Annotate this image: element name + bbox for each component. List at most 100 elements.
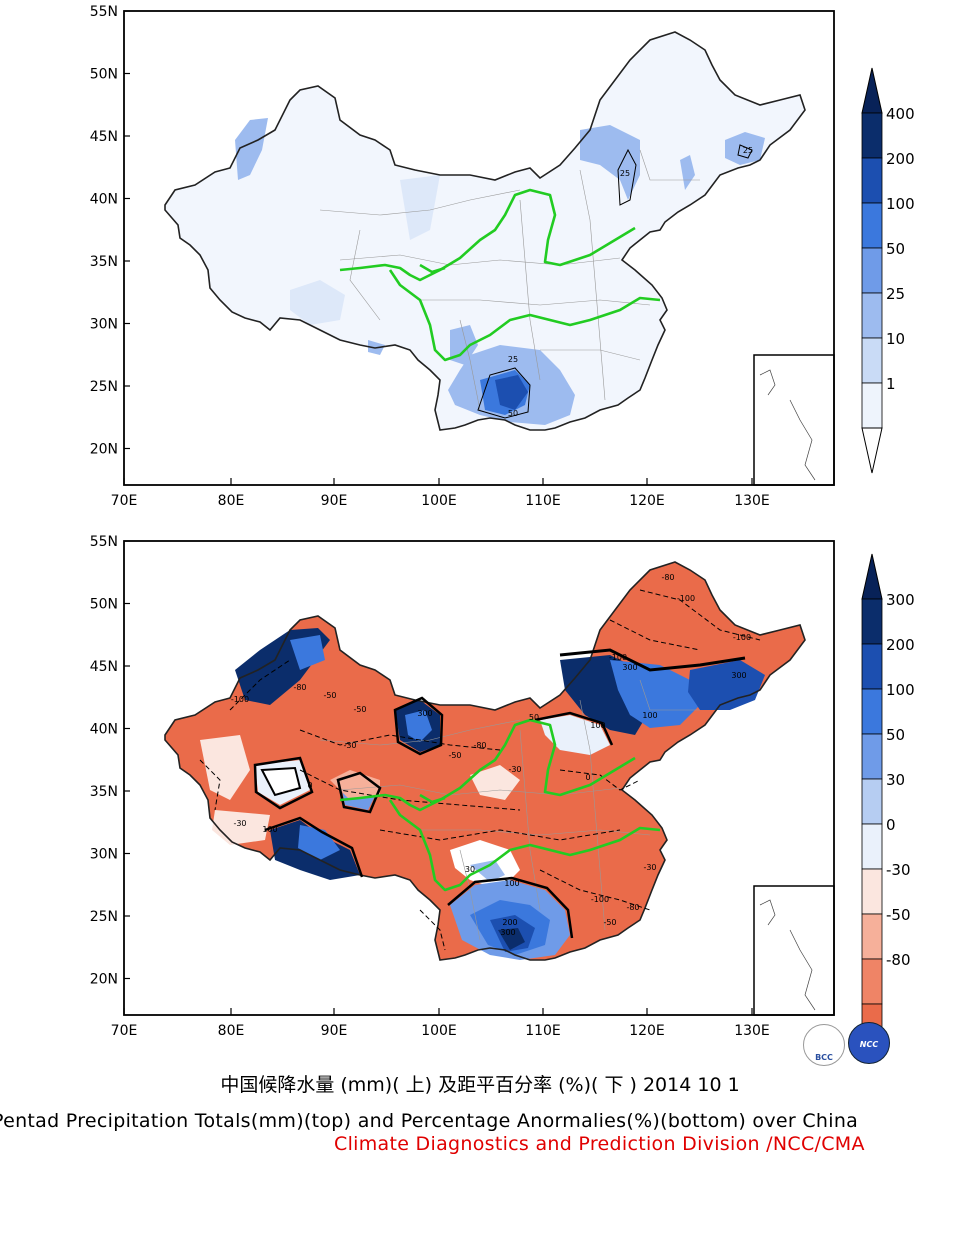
colorbar-segment: [861, 112, 883, 159]
colorbar-label: 200: [886, 150, 915, 168]
figure-title-english: Pentad Precipitation Totals(mm)(top) and…: [0, 1110, 859, 1132]
contour-label: -100: [231, 695, 249, 704]
colorbar-over-arrow: [861, 67, 883, 114]
colorbar-segment: [861, 157, 883, 204]
colorbar-segment: [861, 202, 883, 249]
contour-label: -50: [603, 918, 616, 927]
organization-credit: Climate Diagnostics and Prediction Divis…: [334, 1133, 865, 1155]
bottom-map-frame: [123, 540, 835, 1016]
contour-label: 0: [307, 781, 312, 790]
contour-label: -30: [643, 863, 656, 872]
lat-tick-label: 25N: [90, 909, 118, 925]
colorbar-label: 300: [886, 591, 915, 609]
lon-tick-label: 120E: [629, 1023, 665, 1039]
colorbar-label: 25: [886, 285, 905, 303]
colorbar-segment: [861, 292, 883, 339]
bottom-lon-axis: 70E 80E 90E 100E 110E 120E 130E: [111, 1008, 770, 1039]
contour-label: -30: [233, 819, 246, 828]
bottom-inset-box: [753, 885, 835, 1016]
lat-tick-label: 35N: [90, 784, 118, 800]
contour-label: 200: [502, 918, 517, 927]
contour-label: 300: [417, 709, 432, 718]
lat-tick-label: 20N: [90, 442, 118, 458]
top-contours: [477, 144, 753, 419]
ncc-logo: NCC: [848, 1022, 890, 1064]
colorbar-label: 200: [886, 636, 915, 654]
lon-tick-label: 70E: [111, 1023, 138, 1039]
lat-tick-label: 30N: [90, 847, 118, 863]
contour-label: 30: [465, 865, 475, 874]
top-lat-axis: 55N 50N 45N 40N 35N 30N 25N 20N: [90, 4, 130, 458]
colorbar-segment: [861, 823, 883, 870]
colorbar-label: 50: [886, 240, 905, 258]
colorbar-label: 1: [886, 375, 896, 393]
figure-title-chinese: 中国候降水量 (mm)( 上) 及距平百分率 (%)( 下 ) 2014 10 …: [220, 1074, 740, 1096]
contour-label: -100: [677, 594, 695, 603]
bottom-rivers: [339, 718, 661, 892]
contour-label: 300: [622, 663, 637, 672]
contour-label: 50: [529, 713, 539, 722]
colorbar-segment: [861, 247, 883, 294]
colorbar-label: -30: [886, 861, 911, 879]
colorbar-segment: [861, 958, 883, 1005]
colorbar-segment: [861, 778, 883, 825]
bottom-contour-labels: -80-100-100-100300100300-100-80-50100-30…: [231, 573, 751, 937]
contour-label: 300: [500, 928, 515, 937]
lat-tick-label: 50N: [90, 67, 118, 83]
lat-tick-label: 20N: [90, 972, 118, 988]
lat-tick-label: 40N: [90, 722, 118, 738]
colorbar-under-arrow: [861, 427, 883, 474]
colorbar-label: 10: [886, 330, 905, 348]
contour-label: -50: [323, 691, 336, 700]
contour-label: -30: [508, 765, 521, 774]
bottom-contours: [199, 589, 761, 951]
lat-tick-label: 55N: [90, 534, 118, 550]
top-contour-labels: 25 25 25 50: [508, 146, 753, 418]
colorbar-label: 400: [886, 105, 915, 123]
contour-label: 0: [585, 773, 590, 782]
top-precip-map: [124, 11, 834, 485]
colorbar-segment: [861, 643, 883, 690]
contour-label: 100: [262, 825, 277, 834]
contour-label: -30: [343, 741, 356, 750]
lon-tick-label: 110E: [525, 1023, 561, 1039]
lon-tick-label: 80E: [218, 1023, 245, 1039]
colorbar-segment: [861, 337, 883, 384]
contour-label: 25: [743, 146, 753, 155]
lat-tick-label: 40N: [90, 192, 118, 208]
colorbar-label: 30: [886, 771, 905, 789]
top-colorbar: 400 200 100 50 25 10 1: [861, 67, 915, 474]
colorbar-segment: [861, 382, 883, 429]
top-map-frame: [123, 10, 835, 486]
bcc-logo-text: BCC: [815, 1053, 833, 1062]
colorbar-label: -80: [886, 951, 911, 969]
contour-label: -80: [293, 683, 306, 692]
colorbar-label: 0: [886, 816, 896, 834]
contour-label: -80: [626, 903, 639, 912]
lon-tick-label: 90E: [321, 493, 348, 509]
lon-tick-label: 70E: [111, 493, 138, 509]
top-lon-axis: 70E 80E 90E 100E 110E 120E 130E: [111, 478, 770, 509]
lat-tick-label: 45N: [90, 659, 118, 675]
colorbar-segment: [861, 688, 883, 735]
colorbar-segment: [861, 913, 883, 960]
colorbar-segment: [861, 733, 883, 780]
contour-label: -100: [609, 653, 627, 662]
lat-tick-label: 30N: [90, 317, 118, 333]
lon-tick-label: 80E: [218, 493, 245, 509]
contour-label: -100: [591, 895, 609, 904]
colorbar-over-arrow: [861, 553, 883, 600]
contour-label: 25: [508, 355, 518, 364]
colorbar-segment: [861, 868, 883, 915]
lat-tick-label: 45N: [90, 129, 118, 145]
colorbar-label: 100: [886, 195, 915, 213]
lon-tick-label: 130E: [734, 493, 770, 509]
lat-tick-label: 25N: [90, 379, 118, 395]
contour-label: 300: [731, 671, 746, 680]
contour-label: 100: [504, 879, 519, 888]
contour-label: 50: [508, 409, 518, 418]
colorbar-label: 100: [886, 681, 915, 699]
top-province-lines: [319, 149, 700, 411]
contour-label: -80: [661, 573, 674, 582]
